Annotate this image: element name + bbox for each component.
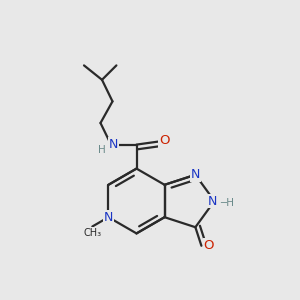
Text: O: O — [204, 239, 214, 252]
Text: ─H: ─H — [220, 197, 234, 208]
Text: N: N — [191, 168, 200, 181]
Text: CH₃: CH₃ — [83, 228, 101, 238]
Text: N: N — [109, 137, 118, 151]
Text: H: H — [98, 145, 105, 155]
Text: N: N — [104, 211, 113, 224]
Text: N: N — [208, 194, 218, 208]
Text: O: O — [159, 134, 169, 148]
